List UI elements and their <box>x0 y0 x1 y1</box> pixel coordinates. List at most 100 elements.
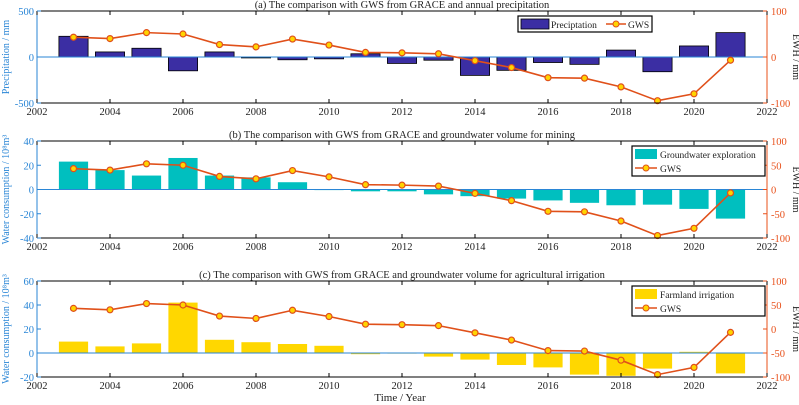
x-tick-label: 2006 <box>173 242 194 253</box>
legend-swatch-bar <box>635 149 657 159</box>
legend-label: Farmland irrigation <box>660 291 734 301</box>
x-tick-label: 2010 <box>319 381 340 392</box>
bar-2016 <box>533 56 564 63</box>
gws-point-2003 <box>69 33 78 41</box>
gws-point-2015 <box>507 197 516 205</box>
gws-point-2020 <box>690 224 698 232</box>
legend-swatch-bar <box>520 18 550 30</box>
bar-2005 <box>131 47 162 58</box>
legend-box <box>517 15 653 33</box>
bar-2018 <box>606 189 636 206</box>
gws-point-2003 <box>69 304 78 312</box>
y2-tick-label: 100 <box>771 137 787 148</box>
y-tick-label: 500 <box>18 7 34 18</box>
bar-2012 <box>387 189 417 192</box>
x-tick-label: 2014 <box>465 107 487 118</box>
gws-point-2021 <box>726 56 735 64</box>
y-tick-label: 0 <box>29 186 34 197</box>
bar-2015 <box>496 189 527 199</box>
gws-point-2009 <box>288 306 297 314</box>
x-tick-label: 2004 <box>100 242 122 253</box>
y-tick-label: -40 <box>20 234 34 245</box>
bar-2017 <box>569 56 600 65</box>
y2-tick-label: -50 <box>771 210 785 221</box>
x-tick-label: 2022 <box>757 107 778 118</box>
bar-2019 <box>642 56 673 73</box>
x-tick-label: 2016 <box>538 381 559 392</box>
legend-label: GWS <box>660 305 681 315</box>
gws-point-2004 <box>106 306 114 314</box>
gws-point-2016 <box>544 74 552 82</box>
gws-point-2007 <box>215 312 224 320</box>
gws-point-2007 <box>215 172 224 181</box>
y-tick-label: 60 <box>24 277 35 288</box>
gws-point-2006 <box>179 301 187 309</box>
x-tick-label: 2012 <box>392 242 413 253</box>
chart-panel-a: (a) The comparison with GWS from GRACE a… <box>1 0 799 118</box>
x-tick-label: 2004 <box>100 107 122 118</box>
chart-panel-b: (b) The comparison with GWS from GRACE a… <box>1 130 799 253</box>
gws-point-2009 <box>288 166 297 175</box>
x-tick-label: 2008 <box>246 381 267 392</box>
gws-point-2018 <box>617 356 625 364</box>
gws-point-2006 <box>179 161 187 169</box>
bar-2006 <box>167 56 198 72</box>
bar-2016 <box>533 353 563 368</box>
bar-2010 <box>314 345 344 353</box>
bar-2009 <box>277 344 308 353</box>
bar-2012 <box>386 56 417 64</box>
gws-point-2012 <box>398 49 406 57</box>
legend-label: Groundwater exploration <box>660 151 756 161</box>
bar-2020 <box>679 351 709 353</box>
bar-2019 <box>642 189 673 205</box>
gws-point-2005 <box>142 160 151 168</box>
x-tick-label: 2014 <box>465 242 487 253</box>
bar-2003 <box>58 341 89 353</box>
y2-axis-label: EWH / mm <box>790 166 799 212</box>
bar-2021 <box>715 32 746 58</box>
gws-point-2018 <box>617 83 625 91</box>
y-tick-label: 40 <box>24 301 35 312</box>
gws-point-2020 <box>690 363 698 371</box>
gws-point-2008 <box>252 43 260 51</box>
x-tick-label: 2022 <box>757 381 778 392</box>
legend-marker <box>642 164 650 172</box>
x-tick-label: 2008 <box>246 107 267 118</box>
x-tick-label: 2018 <box>611 242 632 253</box>
y2-tick-label: 0 <box>771 186 776 197</box>
x-tick-label: 2020 <box>684 107 705 118</box>
y-axis-label: Water consumption / 10⁸m³ <box>1 274 12 384</box>
legend-box <box>631 285 766 317</box>
y2-tick-label: 0 <box>771 53 776 64</box>
bar-2017 <box>569 353 600 375</box>
x-tick-label: 2006 <box>173 107 194 118</box>
gws-point-2011 <box>361 320 370 328</box>
gws-point-2011 <box>361 48 370 57</box>
gws-point-2007 <box>215 40 224 49</box>
y-tick-label: -500 <box>15 99 34 110</box>
bar-2005 <box>131 175 162 190</box>
chart-title: (a) The comparison with GWS from GRACE a… <box>255 0 550 11</box>
bar-2014 <box>460 353 490 360</box>
bar-2015 <box>496 353 527 365</box>
x-tick-label: 2006 <box>173 381 194 392</box>
bar-2008 <box>241 342 271 353</box>
bar-2007 <box>204 339 235 353</box>
bar-2004 <box>95 51 126 58</box>
gws-point-2017 <box>580 347 589 355</box>
bar-2016 <box>533 189 563 201</box>
legend-label: GWS <box>660 165 681 175</box>
x-tick-label: 2022 <box>757 242 778 253</box>
bar-2004 <box>95 170 125 190</box>
x-tick-label: 2012 <box>392 107 413 118</box>
y2-tick-label: 50 <box>771 161 782 172</box>
gws-point-2009 <box>288 35 297 43</box>
x-tick-label: 2020 <box>684 381 705 392</box>
y-tick-label: 20 <box>24 161 35 172</box>
y2-axis-label: EWH / mm <box>790 306 799 352</box>
y2-tick-label: 100 <box>771 7 787 18</box>
bar-2009 <box>277 182 308 190</box>
gws-point-2008 <box>252 175 260 183</box>
y-axis-label: Water consumption / 10⁸m³ <box>1 135 12 245</box>
y2-tick-label: 50 <box>771 301 782 312</box>
